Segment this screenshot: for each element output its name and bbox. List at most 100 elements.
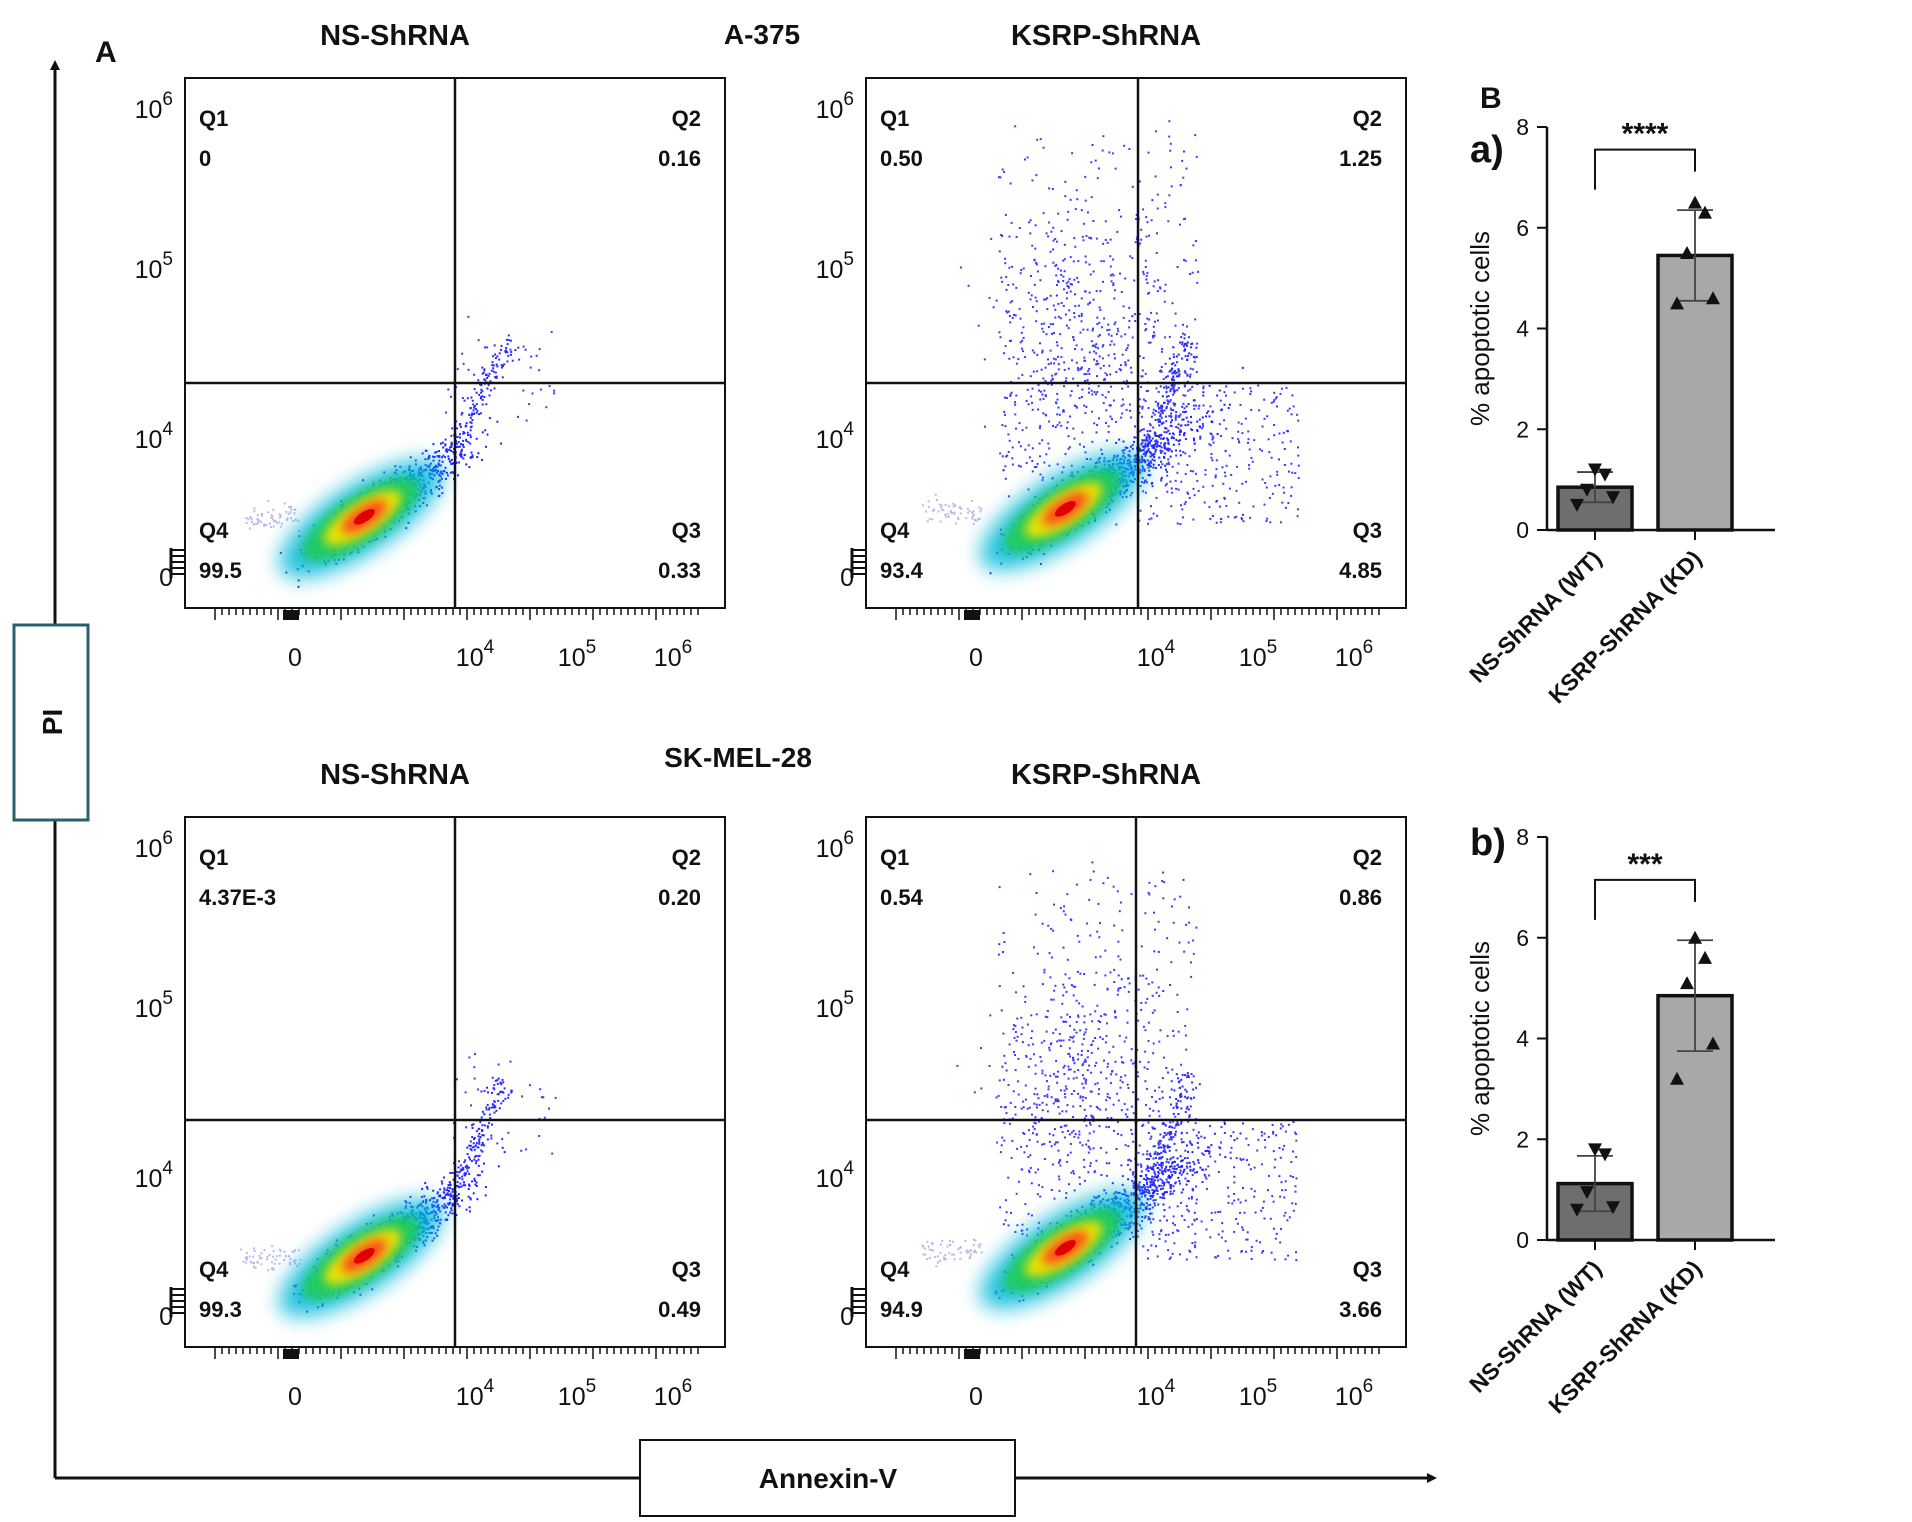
quadrant-q2-value: 1.25	[1339, 146, 1382, 171]
data-point	[1680, 976, 1694, 990]
y-tick-label: 106	[135, 89, 173, 124]
data-point	[1580, 483, 1594, 497]
data-point	[1688, 195, 1702, 209]
bar-panel-label: a)	[1470, 129, 1504, 171]
event-dots	[240, 1053, 557, 1313]
quadrant-q4-label: Q4	[880, 1257, 910, 1282]
y-zero-ticks	[169, 1287, 185, 1317]
bar-y-tick-label: 2	[1516, 1126, 1529, 1152]
bar-y-tick-label: 0	[1516, 1227, 1529, 1253]
quadrant-q2-label: Q2	[1353, 845, 1382, 870]
quadrant-q1-value: 0.54	[880, 885, 924, 910]
bar-y-tick-label: 6	[1516, 925, 1529, 951]
quadrant-q2-value: 0.86	[1339, 885, 1382, 910]
bar-panel-label: b)	[1470, 822, 1506, 864]
quadrant-q4-value: 94.9	[880, 1297, 923, 1322]
y-tick-label: 104	[135, 1158, 174, 1193]
quadrant-q4-value: 99.5	[199, 558, 242, 583]
quadrant-q2-label: Q2	[672, 845, 701, 870]
quadrant-q2-label: Q2	[1353, 106, 1382, 131]
data-point	[1606, 491, 1620, 505]
data-point	[1706, 291, 1720, 305]
x-tick-label: 104	[456, 637, 495, 672]
y-tick-label: 104	[135, 419, 174, 454]
pi-axis-label: PI	[37, 709, 68, 735]
quadrant-q1-label: Q1	[199, 106, 228, 131]
y-zero-ticks	[850, 548, 866, 578]
bar-y-tick-label: 8	[1516, 114, 1529, 140]
y-tick-label: 106	[816, 828, 854, 863]
plot-frame	[865, 77, 1407, 609]
data-point	[1670, 1071, 1684, 1085]
x-tick-label: 0	[969, 1383, 983, 1411]
significance-stars: ***	[1627, 848, 1662, 881]
data-point	[1688, 930, 1702, 944]
quadrant-q3-value: 4.85	[1339, 558, 1382, 583]
y-tick-label: 104	[816, 419, 855, 454]
x-tick-label: 106	[654, 1376, 692, 1411]
significance-stars: ****	[1622, 118, 1669, 151]
quadrant-q4-label: Q4	[199, 518, 229, 543]
quadrant-q1-label: Q1	[880, 106, 909, 131]
plot-title: KSRP-ShRNA	[1011, 20, 1201, 52]
annexin-axis-label: Annexin-V	[759, 1463, 898, 1494]
panel-b-label: B	[1480, 82, 1502, 115]
data-point	[1698, 950, 1712, 964]
bottom-cell-line-label: SK-MEL-28	[664, 742, 812, 773]
data-point	[1588, 1143, 1602, 1157]
density-core	[279, 1198, 443, 1318]
bar-y-tick-label: 6	[1516, 215, 1529, 241]
data-point	[1598, 1148, 1612, 1162]
flow-plot-a375-ns: NS-ShRNAQ10Q20.16Q499.5Q30.3310610510400…	[135, 20, 726, 672]
data-point	[1606, 1201, 1620, 1215]
x-minor-ticks	[214, 608, 699, 620]
quadrant-q2-label: Q2	[672, 106, 701, 131]
x-minor-ticks	[895, 608, 1380, 620]
quadrant-q4-label: Q4	[199, 1257, 229, 1282]
x-tick-label: 104	[1137, 637, 1176, 672]
quadrant-q1-value: 0.50	[880, 146, 923, 171]
y-tick-label: 104	[816, 1158, 855, 1193]
bar-y-axis-label: % apoptotic cells	[1465, 941, 1495, 1136]
bar-y-tick-label: 8	[1516, 824, 1529, 850]
quadrant-q3-label: Q3	[672, 1257, 701, 1282]
x-tick-label: 105	[558, 637, 596, 672]
data-point	[1706, 1036, 1720, 1050]
quadrant-q2-value: 0.16	[658, 146, 701, 171]
quadrant-q4-value: 99.3	[199, 1297, 242, 1322]
flow-plot-skmel-ns: NS-ShRNA Q1 4.37E-3 Q2 0.20 Q4 99.3 Q3 0.49 106 10…	[135, 759, 726, 1411]
quadrant-q3-label: Q3	[1353, 1257, 1382, 1282]
x-minor-ticks	[895, 1347, 1380, 1359]
y-tick-label: 106	[135, 828, 173, 863]
quadrant-q2-value: 0.20	[658, 885, 701, 910]
bar-y-tick-label: 2	[1516, 416, 1529, 442]
panel-a-label: A	[95, 36, 117, 69]
y-tick-label: 105	[135, 249, 173, 284]
x-tick-label: 105	[1239, 637, 1277, 672]
y-zero-ticks	[850, 1287, 866, 1317]
quadrant-q4-label: Q4	[880, 518, 910, 543]
significance-bracket	[1594, 148, 1696, 190]
quadrant-q3-label: Q3	[1353, 518, 1382, 543]
y-tick-label: 105	[816, 249, 854, 284]
x-tick-label: 104	[1137, 1376, 1176, 1411]
annexin-label-box	[639, 1439, 1016, 1517]
flow-plot-a375-ksrp: KSRP-ShRNA Q1 0.50 Q2 1.25 Q4 93.4 Q3 4.85 106 105…	[816, 20, 1407, 672]
quadrant-q1-label: Q1	[199, 845, 228, 870]
x-tick-label: 105	[558, 1376, 596, 1411]
density-core	[980, 451, 1144, 571]
bar-y-tick-label: 4	[1516, 1026, 1529, 1052]
plot-title: KSRP-ShRNA	[1011, 759, 1201, 791]
x-tick-label: 0	[969, 644, 983, 672]
flow-plot-skmel-ksrp: KSRP-ShRNA Q1 0.54 Q2 0.86 Q4 94.9 Q3 3.66 106 105…	[816, 759, 1407, 1411]
quadrant-q1-value: 4.37E-3	[199, 885, 276, 910]
data-point	[1680, 245, 1694, 259]
bar-y-axis-label: % apoptotic cells	[1465, 231, 1495, 426]
significance-bracket	[1594, 878, 1696, 920]
quadrant-q1-label: Q1	[880, 845, 909, 870]
pi-label-box	[12, 623, 90, 822]
quadrant-q3-value: 0.33	[658, 558, 701, 583]
